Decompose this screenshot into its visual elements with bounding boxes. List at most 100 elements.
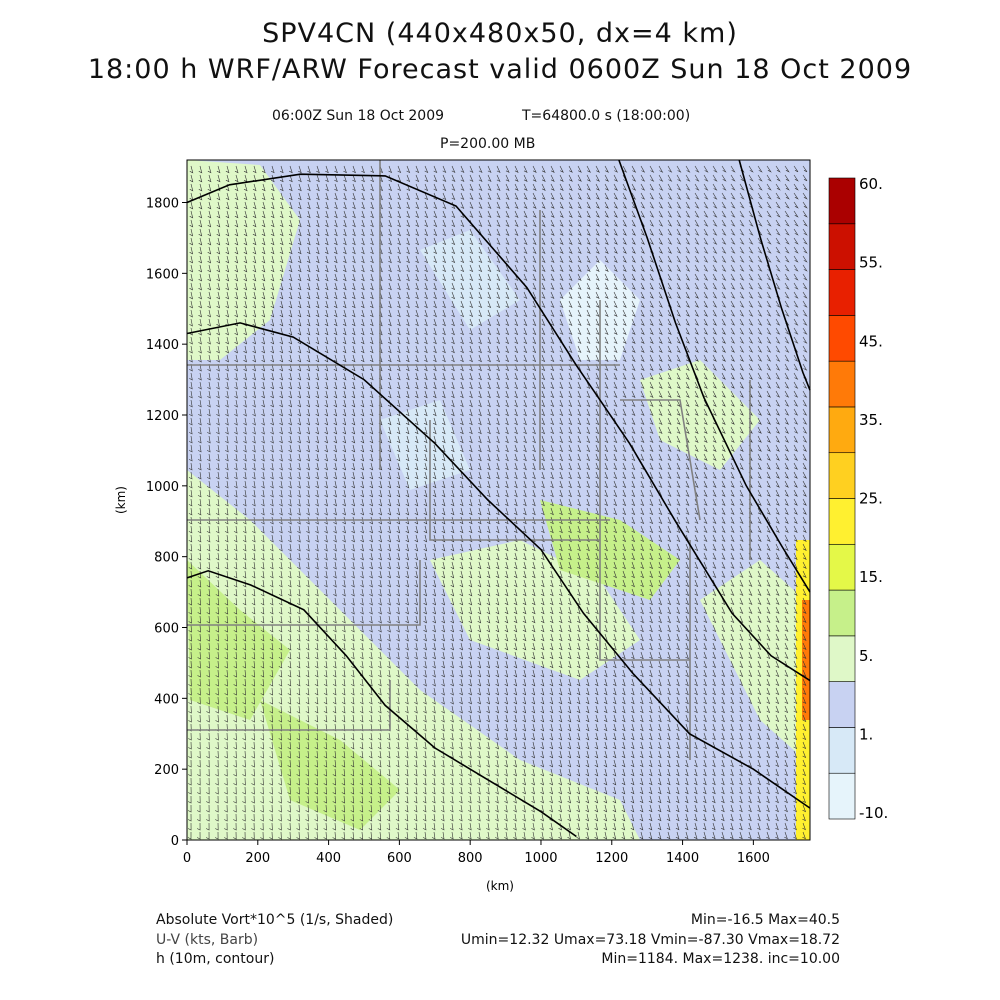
wind-barb (757, 516, 762, 524)
wind-barb (658, 165, 664, 173)
wind-barb (793, 453, 799, 461)
wind-barb (622, 408, 627, 417)
wind-barb (522, 615, 527, 624)
wind-barb (757, 759, 761, 768)
wind-barb (685, 633, 690, 642)
wind-barb (631, 435, 636, 444)
wind-barb (405, 561, 410, 570)
wind-barb (540, 651, 545, 660)
wind-barb (251, 750, 255, 759)
wind-barb (604, 372, 609, 381)
wind-barb (531, 759, 536, 768)
wind-barb (793, 588, 798, 596)
wind-barb (252, 480, 256, 489)
wind-barb (207, 219, 212, 228)
wind-barb (685, 705, 689, 714)
wind-barb (612, 750, 617, 759)
wind-barb (341, 759, 346, 768)
wind-barb (640, 453, 645, 462)
wind-barb (495, 714, 499, 723)
wind-barb (405, 678, 409, 687)
wind-barb (541, 507, 545, 516)
wind-barb (252, 237, 257, 246)
wind-barb (766, 615, 771, 624)
wind-barb (540, 714, 545, 723)
wind-barb (667, 174, 673, 182)
wind-barb (495, 723, 499, 732)
wind-barb (441, 651, 445, 660)
wind-barb (703, 705, 707, 714)
wind-barb (477, 741, 481, 750)
wind-barb (649, 507, 654, 516)
wind-barb (532, 165, 537, 173)
wind-barb (676, 381, 681, 389)
wind-barb (703, 453, 708, 461)
wind-barb (496, 174, 501, 183)
wind-barb (414, 399, 419, 408)
wind-barb (595, 570, 599, 579)
wind-barb (775, 372, 781, 380)
wind-barb (432, 462, 437, 471)
wind-barb (468, 723, 472, 732)
wind-barb (197, 471, 202, 480)
wind-barb (378, 534, 383, 543)
wind-barb (324, 255, 329, 264)
wind-barb (694, 453, 699, 462)
wind-barb (667, 192, 673, 200)
wind-barb (586, 426, 591, 435)
wind-barb (188, 597, 193, 606)
wind-barb (685, 462, 690, 471)
wind-barb (577, 552, 581, 561)
wind-barb (793, 174, 799, 182)
wind-barb (233, 786, 237, 795)
wind-barb (739, 786, 743, 795)
wind-barb (305, 642, 310, 651)
wind-barb (505, 354, 510, 363)
wind-barb (667, 561, 672, 570)
wind-barb (207, 246, 212, 255)
wind-barb (198, 354, 202, 363)
wind-barb (730, 597, 735, 606)
wind-barb (586, 309, 591, 318)
wind-barb (802, 399, 808, 407)
wind-barb (532, 273, 537, 282)
wind-barb (495, 570, 500, 579)
wind-barb (288, 273, 293, 282)
wind-barb (397, 291, 401, 300)
wind-barb (505, 291, 510, 300)
wind-barb (243, 336, 248, 345)
wind-barb (278, 768, 282, 777)
wind-barb (784, 219, 790, 227)
wind-barb (278, 624, 283, 633)
wind-barb (540, 777, 544, 786)
wind-barb (585, 651, 590, 660)
wind-barb (324, 426, 329, 435)
wind-barb (486, 705, 490, 714)
wind-barb (423, 552, 428, 561)
wind-barb (622, 597, 626, 606)
wind-barb (612, 768, 617, 777)
wind-barb (730, 444, 735, 452)
wind-barb (206, 525, 211, 534)
wind-barb (693, 804, 698, 813)
wind-barb (505, 165, 510, 173)
wind-barb (305, 759, 310, 768)
wind-barb (251, 804, 255, 813)
wind-barb (676, 408, 681, 416)
wind-barb (342, 507, 346, 516)
wind-barb (306, 489, 310, 498)
wind-barb (333, 525, 337, 534)
wind-barb (396, 444, 401, 453)
wind-barb (269, 795, 273, 804)
wind-barb (585, 768, 590, 777)
wind-barb (441, 615, 446, 624)
wind-barb (667, 543, 672, 552)
wind-barb (243, 489, 247, 498)
wind-barb (577, 264, 582, 272)
wind-barb (568, 543, 572, 552)
wind-barb (514, 165, 519, 173)
wind-barb (315, 561, 319, 570)
wind-barb (468, 480, 473, 489)
wind-barb (189, 228, 194, 237)
wind-barb (567, 723, 572, 732)
